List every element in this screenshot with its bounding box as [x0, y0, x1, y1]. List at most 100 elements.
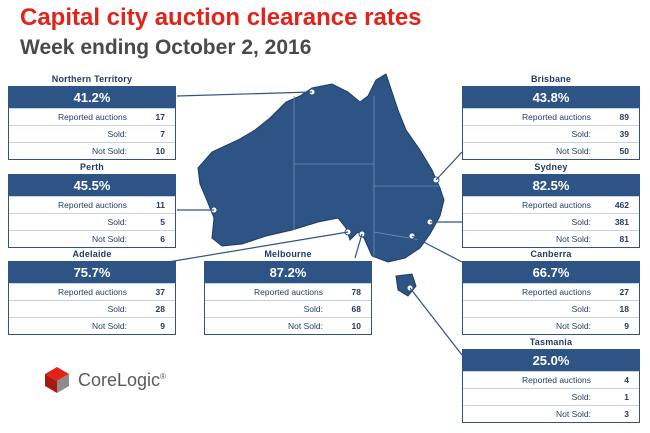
not-sold-row: Not Sold: 6 [9, 230, 175, 247]
not-sold-label: Not Sold: [92, 146, 127, 156]
not-sold-label: Not Sold: [92, 321, 127, 331]
reported-label: Reported auctions [522, 287, 591, 297]
city-name: Melbourne [264, 249, 312, 259]
not-sold-value: 9 [160, 321, 165, 331]
state-borders [293, 96, 440, 258]
corelogic-cube-icon [45, 367, 69, 393]
sold-row: Sold: 68 [205, 300, 371, 317]
city-panel-tasmania: Tasmania 25.0% Reported auctions 4 Sold: 1… [462, 335, 640, 423]
reported-row: Reported auctions 27 [463, 283, 639, 300]
not-sold-row: Not Sold: 9 [463, 317, 639, 334]
not-sold-value: 9 [624, 321, 629, 331]
not-sold-row: Not Sold: 10 [205, 317, 371, 334]
not-sold-value: 6 [160, 234, 165, 244]
logo-text: CoreLogic® [78, 369, 166, 390]
clearance-rate: 87.2% [205, 262, 371, 283]
city-box: 75.7% Reported auctions 37 Sold: 28 Not So… [8, 261, 176, 335]
sold-value: 381 [614, 217, 629, 227]
reported-value: 27 [619, 287, 629, 297]
reported-value: 78 [351, 287, 361, 297]
sold-label: Sold: [303, 304, 323, 314]
reported-row: Reported auctions 4 [463, 371, 639, 388]
reported-row: Reported auctions 78 [205, 283, 371, 300]
reported-label: Reported auctions [58, 112, 127, 122]
not-sold-row: Not Sold: 81 [463, 230, 639, 247]
reported-value: 11 [156, 200, 165, 210]
reported-row: Reported auctions 11 [9, 196, 175, 213]
sold-value: 28 [155, 304, 165, 314]
city-name: Canberra [530, 249, 572, 259]
sold-label: Sold: [571, 304, 591, 314]
sold-row: Sold: 18 [463, 300, 639, 317]
reported-row: Reported auctions 462 [463, 196, 639, 213]
not-sold-value: 10 [155, 146, 165, 156]
reported-label: Reported auctions [522, 375, 591, 385]
sold-row: Sold: 1 [463, 388, 639, 405]
not-sold-label: Not Sold: [556, 146, 591, 156]
city-panel-sydney: Sydney 82.5% Reported auctions 462 Sold: 3… [462, 160, 640, 248]
city-box: 45.5% Reported auctions 11 Sold: 5 Not Sol… [8, 174, 176, 248]
not-sold-value: 3 [624, 409, 629, 419]
sold-row: Sold: 381 [463, 213, 639, 230]
city-panel-canberra: Canberra 66.7% Reported auctions 27 Sold:… [462, 247, 640, 335]
reported-row: Reported auctions 37 [9, 283, 175, 300]
corelogic-logo: CoreLogic® [42, 365, 166, 395]
page-title: Capital city auction clearance rates [20, 4, 422, 31]
sold-value: 39 [619, 129, 629, 139]
clearance-rate: 43.8% [463, 87, 639, 108]
reported-row: Reported auctions 17 [9, 108, 175, 125]
reported-label: Reported auctions [522, 112, 591, 122]
sold-value: 18 [619, 304, 629, 314]
sold-label: Sold: [571, 217, 591, 227]
sold-label: Sold: [571, 392, 591, 402]
not-sold-value: 50 [619, 146, 629, 156]
city-box: 43.8% Reported auctions 89 Sold: 39 Not So… [462, 86, 640, 160]
sold-label: Sold: [107, 129, 127, 139]
city-name: Adelaide [72, 249, 112, 259]
city-name: Tasmania [529, 337, 573, 347]
not-sold-row: Not Sold: 3 [463, 405, 639, 422]
sold-value: 7 [160, 129, 165, 139]
city-name: Northern Territory [51, 74, 133, 84]
page-subtitle: Week ending October 2, 2016 [20, 36, 312, 59]
not-sold-label: Not Sold: [288, 321, 323, 331]
reported-label: Reported auctions [254, 287, 323, 297]
reported-row: Reported auctions 89 [463, 108, 639, 125]
not-sold-label: Not Sold: [92, 234, 127, 244]
city-panel-adelaide: Adelaide 75.7% Reported auctions 37 Sold:… [8, 247, 176, 335]
city-panel-northern-territory: Northern Territory 41.2% Reported auctio… [8, 72, 176, 160]
sold-label: Sold: [571, 129, 591, 139]
not-sold-label: Not Sold: [556, 409, 591, 419]
reported-label: Reported auctions [58, 200, 127, 210]
city-box: 82.5% Reported auctions 462 Sold: 381 Not … [462, 174, 640, 248]
reported-value: 4 [624, 375, 629, 385]
city-name: Brisbane [530, 74, 572, 84]
city-panel-brisbane: Brisbane 43.8% Reported auctions 89 Sold:… [462, 72, 640, 160]
reported-value: 17 [155, 112, 165, 122]
not-sold-row: Not Sold: 50 [463, 142, 639, 159]
reported-value: 462 [614, 200, 629, 210]
sold-label: Sold: [107, 217, 127, 227]
australia-mainland-shape [197, 73, 445, 263]
sold-row: Sold: 7 [9, 125, 175, 142]
reported-value: 37 [155, 287, 165, 297]
city-box: 87.2% Reported auctions 78 Sold: 68 Not So… [204, 261, 372, 335]
city-panel-perth: Perth 45.5% Reported auctions 11 Sold: 5 N… [8, 160, 176, 248]
city-box: 25.0% Reported auctions 4 Sold: 1 Not Sold… [462, 349, 640, 423]
city-markers [210, 88, 440, 292]
reported-label: Reported auctions [58, 287, 127, 297]
clearance-rate: 82.5% [463, 175, 639, 196]
leader-lines [149, 91, 463, 356]
city-name: Perth [79, 162, 104, 172]
not-sold-label: Not Sold: [556, 321, 591, 331]
city-panel-melbourne: Melbourne 87.2% Reported auctions 78 Sold… [204, 247, 372, 335]
clearance-rate: 25.0% [463, 350, 639, 371]
reported-value: 89 [619, 112, 629, 122]
sold-value: 5 [160, 217, 165, 227]
city-box: 66.7% Reported auctions 27 Sold: 18 Not So… [462, 261, 640, 335]
sold-value: 68 [351, 304, 361, 314]
city-box: 41.2% Reported auctions 17 Sold: 7 Not Sol… [8, 86, 176, 160]
not-sold-value: 81 [619, 234, 629, 244]
not-sold-value: 10 [351, 321, 361, 331]
